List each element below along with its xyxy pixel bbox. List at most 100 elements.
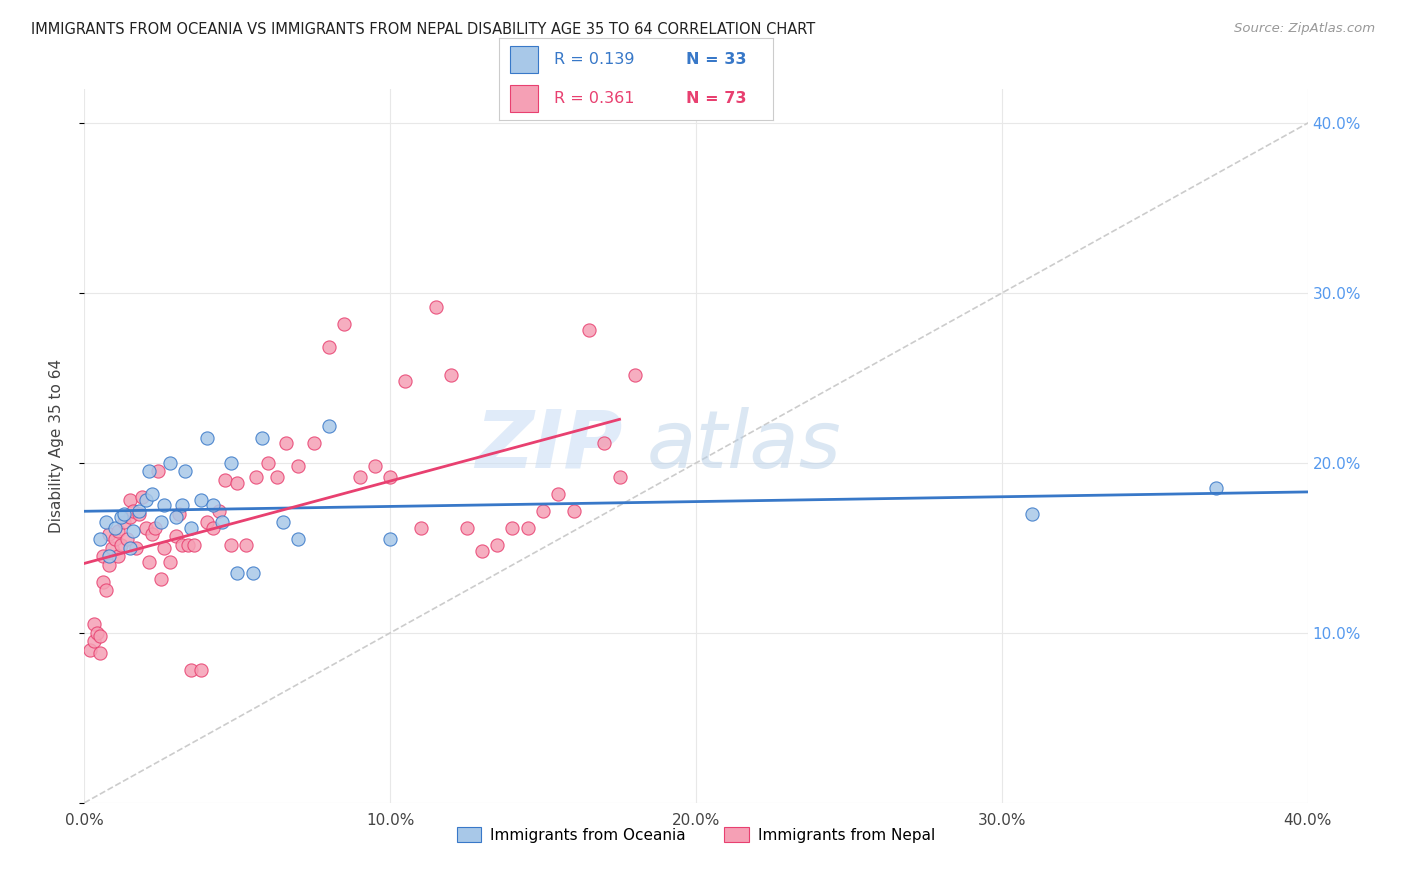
Point [180,663,202,677]
Point [380,469,402,483]
Point [1205,482,1227,496]
Point [112,507,135,521]
Point [266,469,288,483]
Point [107,524,129,538]
Point [235,537,257,551]
Point [91,549,114,564]
FancyBboxPatch shape [510,85,537,112]
Point [86,626,108,640]
Point [409,520,432,534]
Point [531,503,554,517]
Point [250,430,273,444]
Point [143,520,166,534]
Text: R = 0.361: R = 0.361 [554,91,634,106]
Point [502,520,524,534]
Point [593,435,616,450]
Point [138,555,160,569]
Point [177,537,200,551]
Point [172,537,194,551]
Point [609,469,631,483]
Point [257,456,280,470]
Point [219,456,242,470]
FancyBboxPatch shape [510,45,537,73]
Point [425,300,447,314]
Legend: Immigrants from Oceania, Immigrants from Nepal: Immigrants from Oceania, Immigrants from… [451,821,941,848]
Point [122,524,145,538]
Text: Source: ZipAtlas.com: Source: ZipAtlas.com [1234,22,1375,36]
Point [287,533,309,547]
Point [440,368,463,382]
Point [333,317,356,331]
Point [172,499,194,513]
Point [201,520,224,534]
Point [195,516,218,530]
Point [349,469,371,483]
Point [242,566,264,581]
Point [89,629,111,643]
Point [183,537,205,551]
Point [89,533,111,547]
Point [120,510,142,524]
Point [135,493,157,508]
Point [578,323,600,337]
Point [107,549,129,564]
Point [190,663,212,677]
Point [94,516,117,530]
Point [211,516,233,530]
Point [271,516,294,530]
Point [190,493,212,508]
Point [153,541,176,555]
Point [128,507,150,521]
Point [83,617,105,632]
Point [276,435,298,450]
Point [167,507,190,521]
Point [89,646,111,660]
Point [149,572,172,586]
Point [516,520,538,534]
Point [138,465,160,479]
Point [104,533,127,547]
Y-axis label: Disability Age 35 to 64: Disability Age 35 to 64 [49,359,63,533]
Point [110,510,132,524]
Point [1021,507,1043,521]
Point [456,520,478,534]
Point [91,574,114,589]
Point [214,473,236,487]
Point [174,465,197,479]
Point [219,537,242,551]
Point [104,520,127,534]
Point [195,430,218,444]
Point [131,490,153,504]
Point [318,341,340,355]
Text: N = 73: N = 73 [686,91,747,106]
Text: IMMIGRANTS FROM OCEANIA VS IMMIGRANTS FROM NEPAL DISABILITY AGE 35 TO 64 CORRELA: IMMIGRANTS FROM OCEANIA VS IMMIGRANTS FR… [31,22,815,37]
Point [180,520,202,534]
Point [547,486,569,500]
Point [201,499,224,513]
Point [226,476,249,491]
Point [146,465,169,479]
Point [486,537,509,551]
Point [153,499,176,513]
Point [302,435,325,450]
Text: ZIP: ZIP [475,407,623,485]
Point [79,643,101,657]
Point [83,634,105,648]
Point [122,503,145,517]
Point [97,558,120,572]
Point [141,486,163,500]
Point [471,544,494,558]
Point [394,375,416,389]
Point [120,541,142,555]
Point [364,459,387,474]
Point [135,520,157,534]
Point [624,368,647,382]
Point [112,516,135,530]
Point [226,566,249,581]
Point [141,527,163,541]
Point [208,503,231,517]
Point [128,503,150,517]
Point [380,533,402,547]
Point [94,583,117,598]
Text: R = 0.139: R = 0.139 [554,52,634,67]
